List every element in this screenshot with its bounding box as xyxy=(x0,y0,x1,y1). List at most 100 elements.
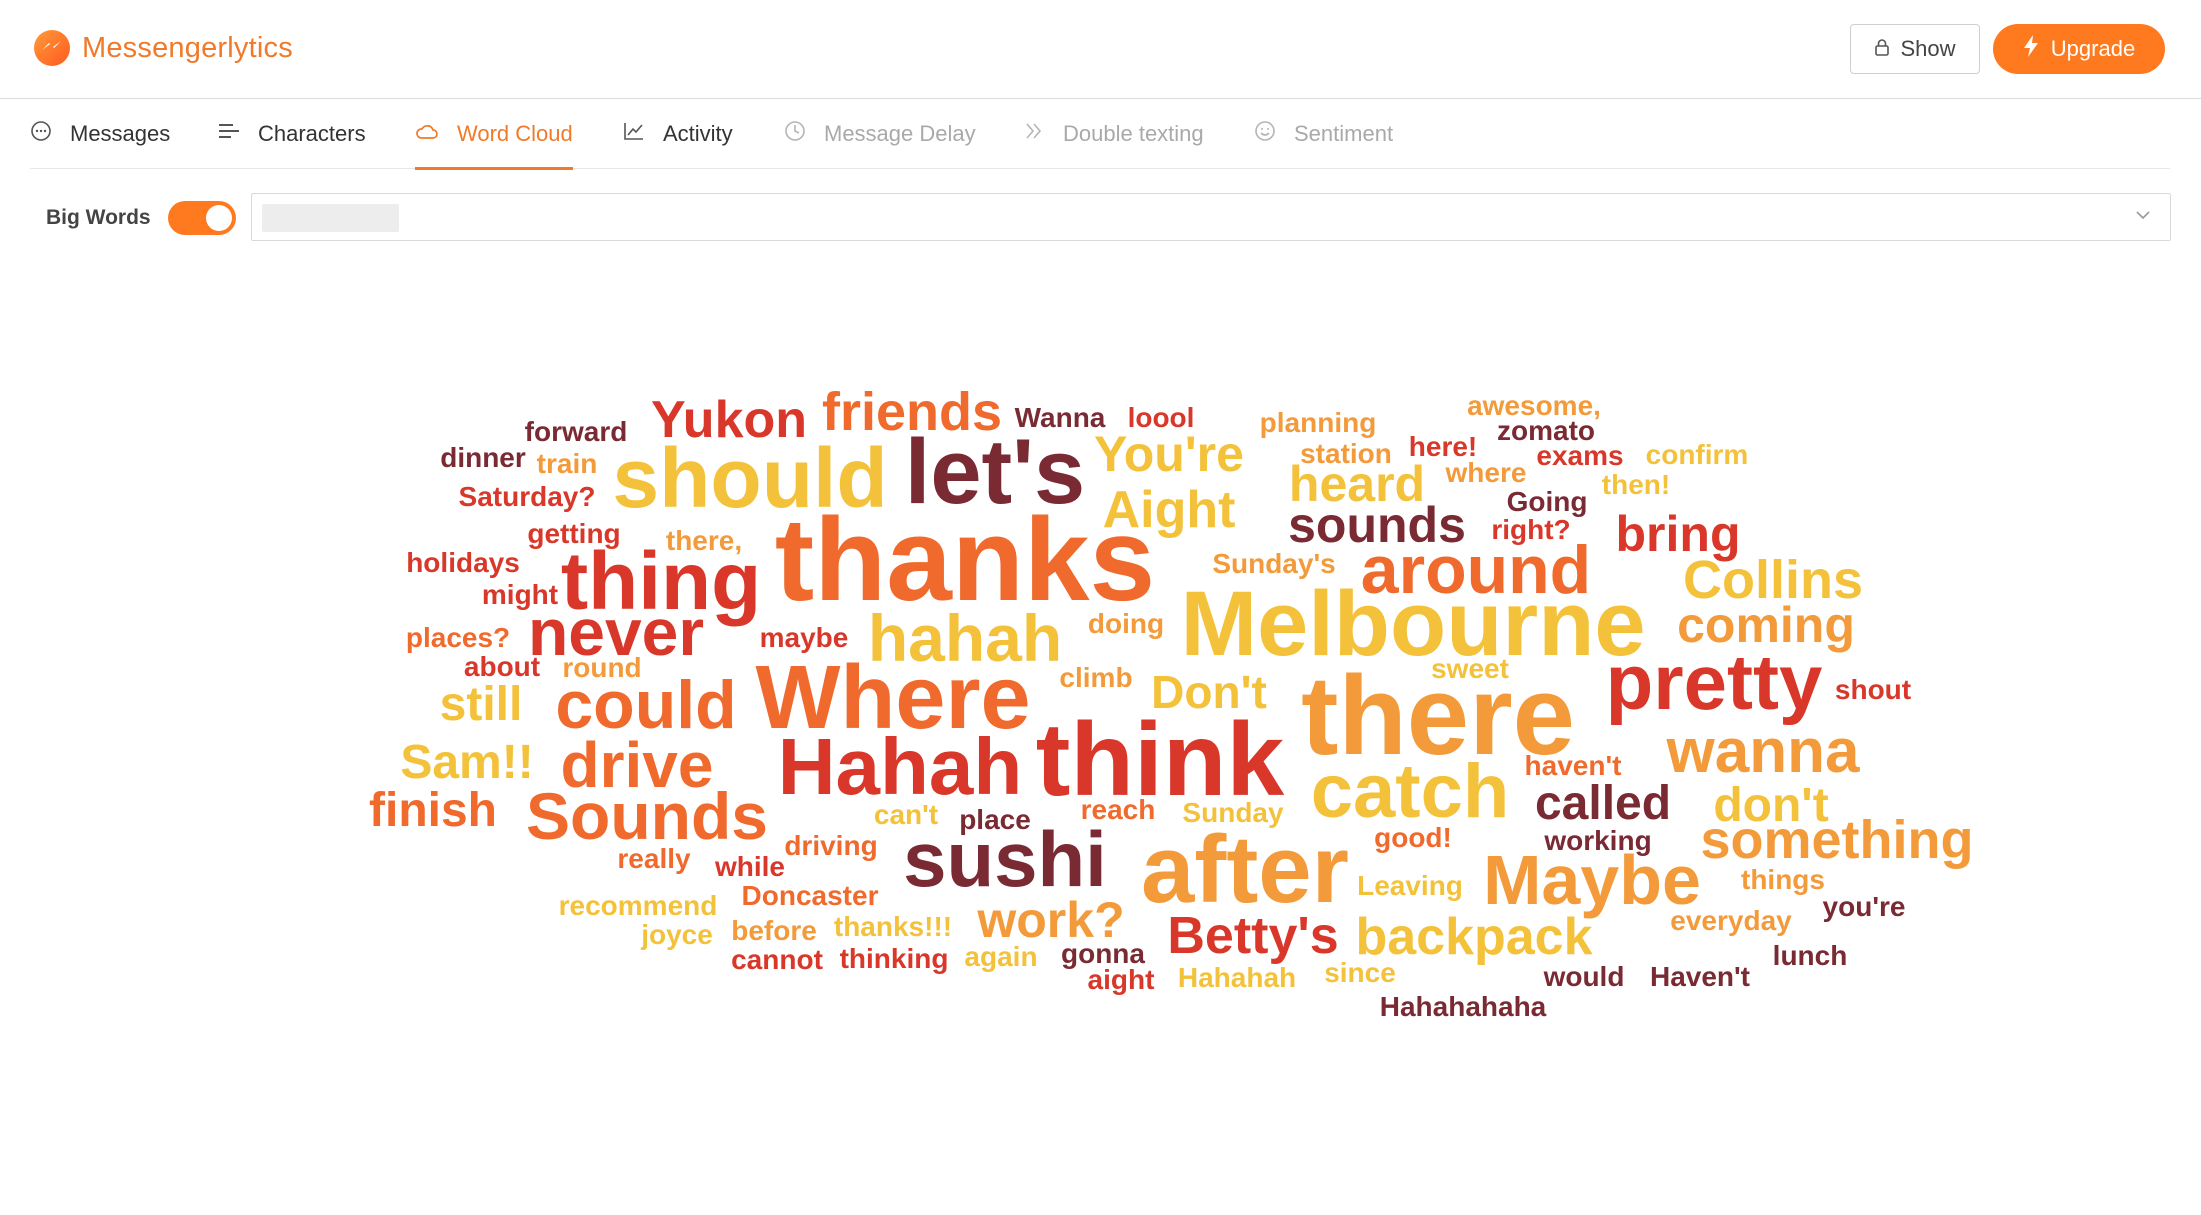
word-cloud-word[interactable]: thanks xyxy=(774,494,1156,626)
word-cloud-word[interactable]: friends xyxy=(821,382,1003,442)
word-cloud-word[interactable]: recommend xyxy=(558,890,718,921)
word-cloud-word[interactable]: called xyxy=(1534,777,1672,830)
word-cloud-word[interactable]: never xyxy=(527,595,705,669)
word-cloud-word[interactable]: finish xyxy=(369,784,497,837)
word-cloud-word[interactable]: Where xyxy=(755,648,1031,748)
word-cloud-word[interactable]: Going xyxy=(1506,486,1588,517)
word-cloud-word[interactable]: sushi xyxy=(903,815,1107,903)
word-cloud-word[interactable]: Haven't xyxy=(1649,961,1751,992)
word-cloud-word[interactable]: doing xyxy=(1087,608,1165,639)
word-cloud-word[interactable]: Leaving xyxy=(1357,870,1463,901)
word-cloud-word[interactable]: Aight xyxy=(1102,481,1236,539)
big-words-toggle[interactable] xyxy=(168,201,236,235)
word-cloud-word[interactable]: again xyxy=(964,941,1038,972)
tab-messages[interactable]: Messages xyxy=(30,99,170,169)
word-cloud-word[interactable]: loool xyxy=(1127,402,1195,433)
word-cloud-word[interactable]: Don't xyxy=(1151,666,1267,718)
word-cloud-word[interactable]: everyday xyxy=(1670,905,1792,936)
word-cloud-word[interactable]: where xyxy=(1445,457,1527,488)
word-cloud-word[interactable]: wanna xyxy=(1666,717,1860,786)
tab-sentiment[interactable]: Sentiment xyxy=(1254,99,1393,169)
word-cloud-word[interactable]: awesome, xyxy=(1467,390,1601,421)
word-cloud-word[interactable]: Saturday? xyxy=(458,481,596,512)
word-cloud-word[interactable]: Hahah xyxy=(777,722,1023,811)
word-cloud-word[interactable]: there, xyxy=(665,525,743,556)
word-cloud-word[interactable]: holidays xyxy=(406,547,520,578)
word-cloud-word[interactable]: gonna xyxy=(1061,938,1145,969)
word-cloud-word[interactable]: planning xyxy=(1259,407,1377,438)
word-cloud-word[interactable]: work? xyxy=(977,892,1125,948)
word-cloud-word[interactable]: working xyxy=(1544,825,1652,856)
word-cloud-word[interactable]: place xyxy=(959,804,1031,835)
word-cloud-word[interactable]: confirm xyxy=(1645,439,1749,470)
word-cloud-word[interactable]: shout xyxy=(1834,674,1912,705)
word-cloud-word[interactable]: might xyxy=(481,579,559,610)
app-logo[interactable]: Messengerlytics xyxy=(34,30,293,66)
word-cloud-word[interactable]: drive xyxy=(560,729,714,801)
word-cloud-word[interactable]: catch xyxy=(1310,749,1510,834)
word-cloud-word[interactable]: round xyxy=(562,652,642,683)
word-cloud-word[interactable]: thing xyxy=(560,536,762,627)
word-cloud-word[interactable]: haven't xyxy=(1524,750,1622,781)
word-cloud-word[interactable]: should xyxy=(612,431,888,525)
word-cloud-word[interactable]: really xyxy=(617,843,691,874)
word-cloud-word[interactable]: after xyxy=(1140,816,1350,923)
word-cloud-word[interactable]: driving xyxy=(784,830,878,861)
word-cloud-word[interactable]: You're xyxy=(1094,426,1244,482)
word-cloud-word[interactable]: climb xyxy=(1059,662,1133,693)
word-cloud-word[interactable]: forward xyxy=(524,416,628,447)
word-cloud-word[interactable]: backpack xyxy=(1355,908,1593,966)
word-cloud-word[interactable]: Doncaster xyxy=(741,880,879,911)
word-cloud-word[interactable]: bring xyxy=(1615,506,1741,562)
word-cloud-word[interactable]: Maybe xyxy=(1483,841,1701,919)
word-cloud-word[interactable]: Hahahahaha xyxy=(1379,991,1547,1022)
word-cloud-word[interactable]: exams xyxy=(1536,440,1624,471)
word-cloud-word[interactable]: Yukon xyxy=(650,391,808,449)
word-cloud-word[interactable]: thanks!!! xyxy=(833,911,953,942)
word-cloud-word[interactable]: think xyxy=(1035,702,1285,818)
word-cloud-word[interactable]: could xyxy=(555,667,737,743)
word-cloud-word[interactable]: around xyxy=(1360,532,1592,608)
word-cloud-word[interactable]: let's xyxy=(904,421,1086,523)
word-cloud-word[interactable]: then! xyxy=(1601,469,1671,500)
tab-double-texting[interactable]: Double texting xyxy=(1023,99,1204,169)
word-cloud-word[interactable]: reach xyxy=(1080,794,1156,825)
word-cloud-word[interactable]: can't xyxy=(873,799,939,830)
word-cloud-word[interactable]: Sounds xyxy=(526,779,768,853)
word-cloud-word[interactable]: dinner xyxy=(440,442,526,473)
word-cloud-word[interactable]: aight xyxy=(1087,964,1155,995)
word-cloud-word[interactable]: Sunday xyxy=(1182,797,1284,828)
word-cloud-word[interactable]: would xyxy=(1543,961,1625,992)
word-cloud-word[interactable]: places? xyxy=(405,622,511,653)
word-cloud-word[interactable]: maybe xyxy=(759,622,849,653)
word-cloud-word[interactable]: lunch xyxy=(1772,940,1848,971)
participant-select[interactable] xyxy=(251,193,2171,241)
word-cloud-word[interactable]: sweet xyxy=(1431,653,1509,684)
word-cloud-word[interactable]: Melbourne xyxy=(1180,573,1646,675)
word-cloud-word[interactable]: coming xyxy=(1677,597,1855,653)
word-cloud-word[interactable]: Betty's xyxy=(1167,907,1339,965)
word-cloud-word[interactable]: since xyxy=(1324,957,1396,988)
word-cloud-word[interactable]: station xyxy=(1300,438,1392,469)
word-cloud-word[interactable]: good! xyxy=(1374,822,1452,853)
tab-word-cloud[interactable]: Word Cloud xyxy=(415,99,573,170)
tab-message-delay[interactable]: Message Delay xyxy=(784,99,976,169)
word-cloud-word[interactable]: still xyxy=(439,678,523,731)
word-cloud-word[interactable]: zomato xyxy=(1497,415,1595,446)
word-cloud-word[interactable]: things xyxy=(1741,864,1825,895)
word-cloud-word[interactable]: Sunday's xyxy=(1212,548,1336,579)
word-cloud-word[interactable]: joyce xyxy=(641,919,713,950)
word-cloud-word[interactable]: sounds xyxy=(1288,497,1466,553)
word-cloud-word[interactable]: heard xyxy=(1288,456,1426,512)
word-cloud-word[interactable]: there xyxy=(1301,653,1575,778)
upgrade-button[interactable]: Upgrade xyxy=(1993,24,2165,74)
word-cloud-word[interactable]: cannot xyxy=(731,944,823,975)
word-cloud-word[interactable]: about xyxy=(463,651,541,682)
show-button[interactable]: Show xyxy=(1850,24,1980,74)
word-cloud-word[interactable]: you're xyxy=(1822,891,1906,922)
word-cloud-word[interactable]: Sam!! xyxy=(400,736,534,789)
word-cloud-word[interactable]: hahah xyxy=(867,601,1063,675)
word-cloud-word[interactable]: right? xyxy=(1491,514,1571,545)
word-cloud-word[interactable]: pretty xyxy=(1605,638,1823,726)
word-cloud-word[interactable]: thinking xyxy=(839,943,949,974)
